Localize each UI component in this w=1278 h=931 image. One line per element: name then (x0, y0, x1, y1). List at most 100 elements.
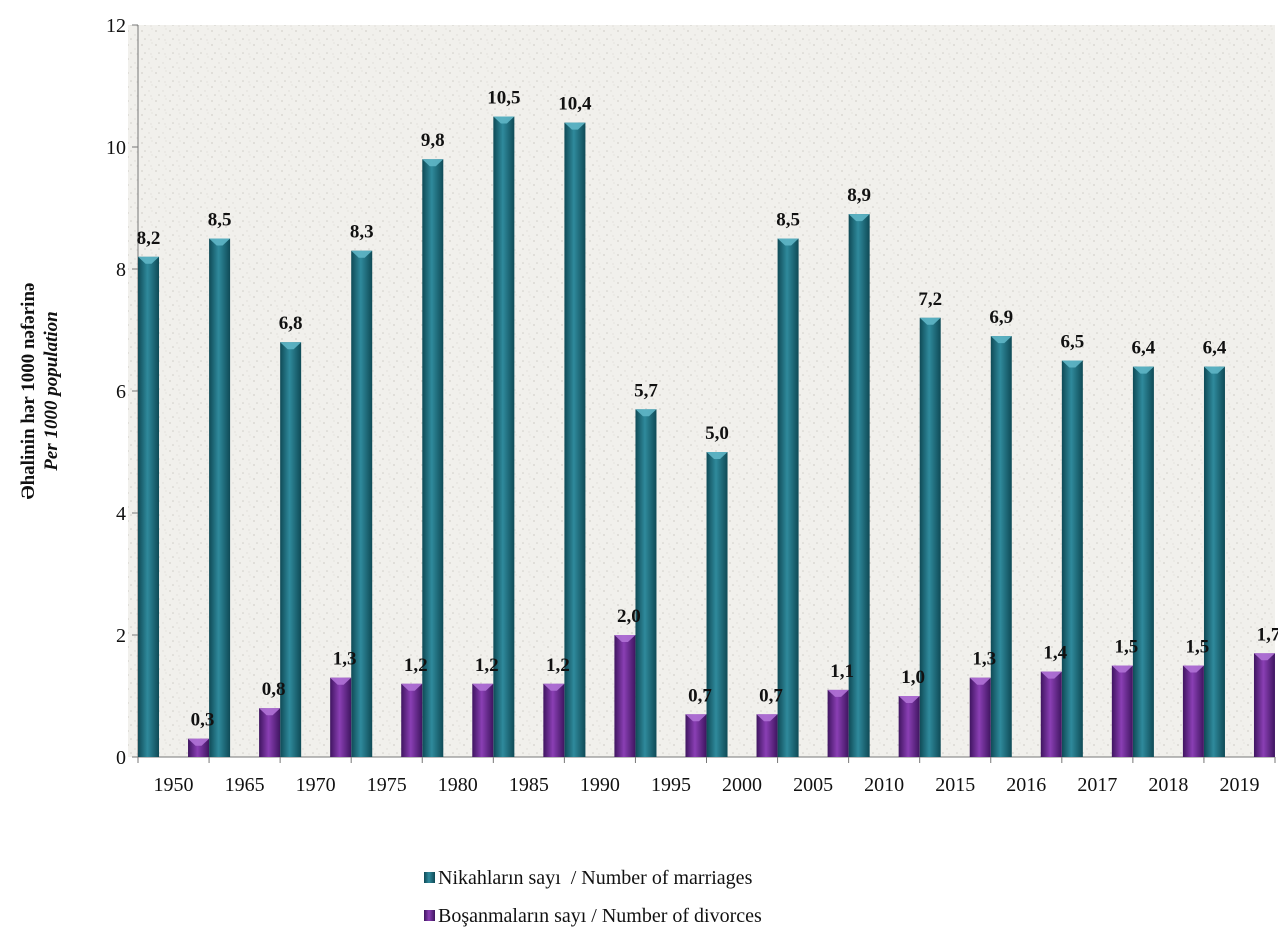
bar-marriages (635, 409, 657, 757)
y-axis-label: Əhalinin hər 1000 nəfərinə (18, 283, 39, 500)
bar-top-bevel (543, 683, 565, 691)
bar-top-bevel (1111, 665, 1133, 673)
data-label-divorces: 1,2 (546, 655, 570, 676)
bar-divorces (898, 696, 920, 757)
bar-top-bevel (493, 116, 515, 124)
x-tick-label: 1965 (225, 774, 265, 796)
data-label-marriages: 10,4 (558, 94, 592, 115)
bar-top-bevel (827, 689, 849, 697)
data-label-divorces: 1,5 (1114, 637, 1138, 658)
x-tick-label: 1985 (509, 774, 549, 796)
y-axis-title: Əhalinin hər 1000 nəfərinə Per 1000 popu… (18, 283, 62, 500)
data-label-marriages: 6,9 (989, 307, 1013, 328)
bar-top-bevel (848, 214, 870, 222)
bar-divorces (472, 683, 494, 757)
data-label-divorces: 1,1 (830, 661, 854, 682)
bar-marriages (280, 342, 302, 757)
bar-marriages (777, 238, 799, 757)
bar-top-bevel (280, 342, 302, 350)
data-label-marriages: 7,2 (918, 289, 942, 310)
bar-top-bevel (1203, 366, 1225, 374)
bar-divorces (259, 708, 281, 757)
data-label-marriages: 8,2 (137, 228, 161, 249)
data-label-marriages: 5,0 (705, 423, 729, 444)
data-label-divorces: 1,2 (404, 655, 428, 676)
plot-area-background (128, 25, 1275, 757)
bar-marriages (1132, 366, 1154, 757)
bar-marriages (1061, 360, 1083, 757)
x-tick-label: 2016 (1006, 774, 1046, 796)
x-tick-label: 2017 (1077, 774, 1117, 796)
bar-top-bevel (401, 683, 423, 691)
data-label-marriages: 6,8 (279, 313, 303, 334)
y-tick-label: 6 (116, 381, 126, 403)
bar-marriages (564, 122, 586, 758)
bar-marriages (351, 250, 373, 757)
bar-marriages (706, 452, 728, 757)
data-labels: 8,2 8,5 6,8 8,3 9,8 10,5 10,4 5,7 5,0 8,5 8,9 7,2 6,… (137, 88, 1278, 731)
x-tick-label: 1975 (367, 774, 407, 796)
bar-top-bevel (138, 256, 160, 264)
x-tick-label: 2010 (864, 774, 904, 796)
bar-marriages (209, 238, 231, 757)
x-tick-label: 2005 (793, 774, 833, 796)
data-label-marriages: 5,7 (634, 380, 658, 401)
legend-swatch-divorces (424, 910, 435, 921)
legend: Nikahların sayı / Number of marriages Bo… (424, 867, 762, 927)
y-tick-label: 4 (116, 503, 126, 525)
bars (138, 116, 1275, 758)
data-label-divorces: 1,0 (901, 667, 925, 688)
data-label-marriages: 8,3 (350, 222, 374, 243)
bar-marriages (422, 159, 444, 757)
data-label-marriages: 9,8 (421, 130, 445, 151)
bar-top-bevel (685, 714, 707, 722)
data-label-divorces: 2,0 (617, 606, 641, 627)
bar-divorces (1040, 671, 1062, 757)
bar-divorces (1182, 665, 1204, 757)
legend-label-marriages: Nikahların sayı / Number of marriages (438, 867, 753, 889)
bar-divorces (827, 689, 849, 757)
bar-top-bevel (472, 683, 494, 691)
bar-divorces (330, 677, 352, 757)
bar-top-bevel (330, 677, 352, 685)
bar-top-bevel (1040, 671, 1062, 679)
data-label-divorces: 1,5 (1186, 637, 1210, 658)
data-label-marriages: 8,9 (847, 185, 871, 206)
data-label-divorces: 0,3 (191, 710, 215, 731)
bar-marriages (1203, 366, 1225, 757)
bar-divorces (1253, 653, 1275, 757)
x-tick-label: 1970 (296, 774, 336, 796)
bar-top-bevel (756, 714, 778, 722)
data-label-divorces: 1,3 (333, 649, 357, 670)
y-tick-label: 2 (116, 625, 126, 647)
y-tick-label: 10 (106, 137, 126, 159)
x-tick-label: 1990 (580, 774, 620, 796)
bar-top-bevel (422, 159, 444, 167)
bar-top-bevel (919, 317, 941, 325)
bar-divorces (1111, 665, 1133, 757)
bar-top-bevel (969, 677, 991, 685)
bar-marriages (848, 214, 870, 758)
data-label-divorces: 1,3 (972, 649, 996, 670)
x-tick-label: 1950 (154, 774, 194, 796)
bar-divorces (401, 683, 423, 757)
bar-top-bevel (990, 336, 1012, 344)
x-tick-label: 2018 (1148, 774, 1188, 796)
bar-divorces (756, 714, 778, 757)
data-label-marriages: 8,5 (208, 210, 232, 231)
x-tick-label: 2019 (1219, 774, 1259, 796)
bar-top-bevel (351, 250, 373, 258)
data-label-divorces: 1,7 (1257, 624, 1278, 645)
bar-divorces (543, 683, 565, 757)
data-label-divorces: 1,2 (475, 655, 499, 676)
bar-marriages (138, 256, 160, 757)
x-tick-label: 1980 (438, 774, 478, 796)
bar-top-bevel (209, 238, 231, 246)
y-axis-sublabel: Per 1000 population (41, 311, 62, 471)
bar-top-bevel (635, 409, 657, 417)
data-label-divorces: 0,7 (688, 685, 712, 706)
data-label-divorces: 0,8 (262, 679, 286, 700)
bar-top-bevel (1253, 653, 1275, 661)
bar-top-bevel (614, 635, 636, 642)
